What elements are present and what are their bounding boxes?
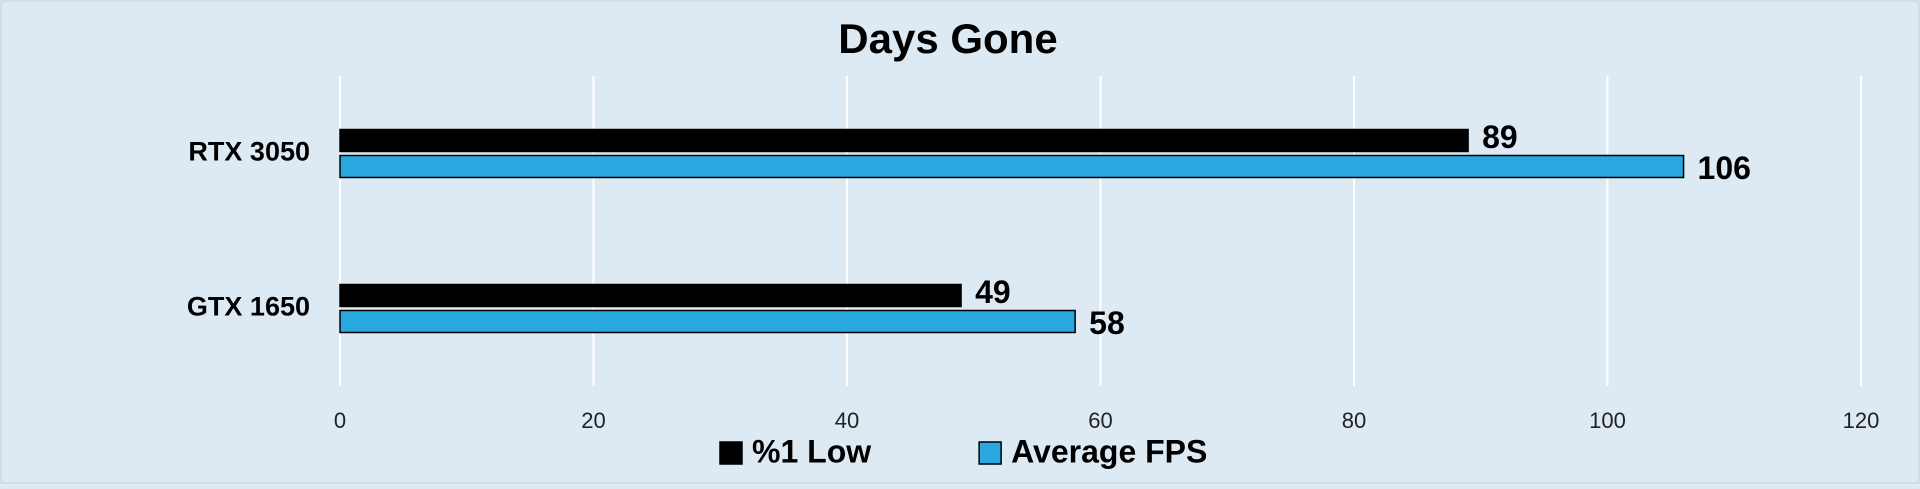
legend-label: %1 Low bbox=[752, 433, 871, 469]
x-tick-label: 60 bbox=[1088, 408, 1112, 433]
x-tick-label: 20 bbox=[581, 408, 605, 433]
data-label: 49 bbox=[975, 274, 1011, 310]
chart-title: Days Gone bbox=[838, 15, 1057, 62]
y-tick-label: RTX 3050 bbox=[188, 137, 310, 167]
x-tick-label: 80 bbox=[1342, 408, 1366, 433]
legend-swatch bbox=[719, 441, 743, 465]
data-label: 106 bbox=[1698, 150, 1751, 186]
x-tick-label: 100 bbox=[1589, 408, 1626, 433]
bar bbox=[339, 309, 1076, 334]
bar bbox=[339, 128, 1469, 153]
data-label: 89 bbox=[1482, 119, 1518, 155]
x-tick-label: 40 bbox=[835, 408, 859, 433]
legend-label: Average FPS bbox=[1011, 433, 1207, 469]
x-tick-label: 120 bbox=[1843, 408, 1880, 433]
bar bbox=[339, 283, 962, 308]
data-label: 58 bbox=[1089, 305, 1125, 341]
legend-swatch bbox=[978, 441, 1002, 465]
y-tick-label: GTX 1650 bbox=[187, 292, 310, 322]
x-tick-label: 0 bbox=[334, 408, 346, 433]
bar bbox=[339, 154, 1685, 179]
